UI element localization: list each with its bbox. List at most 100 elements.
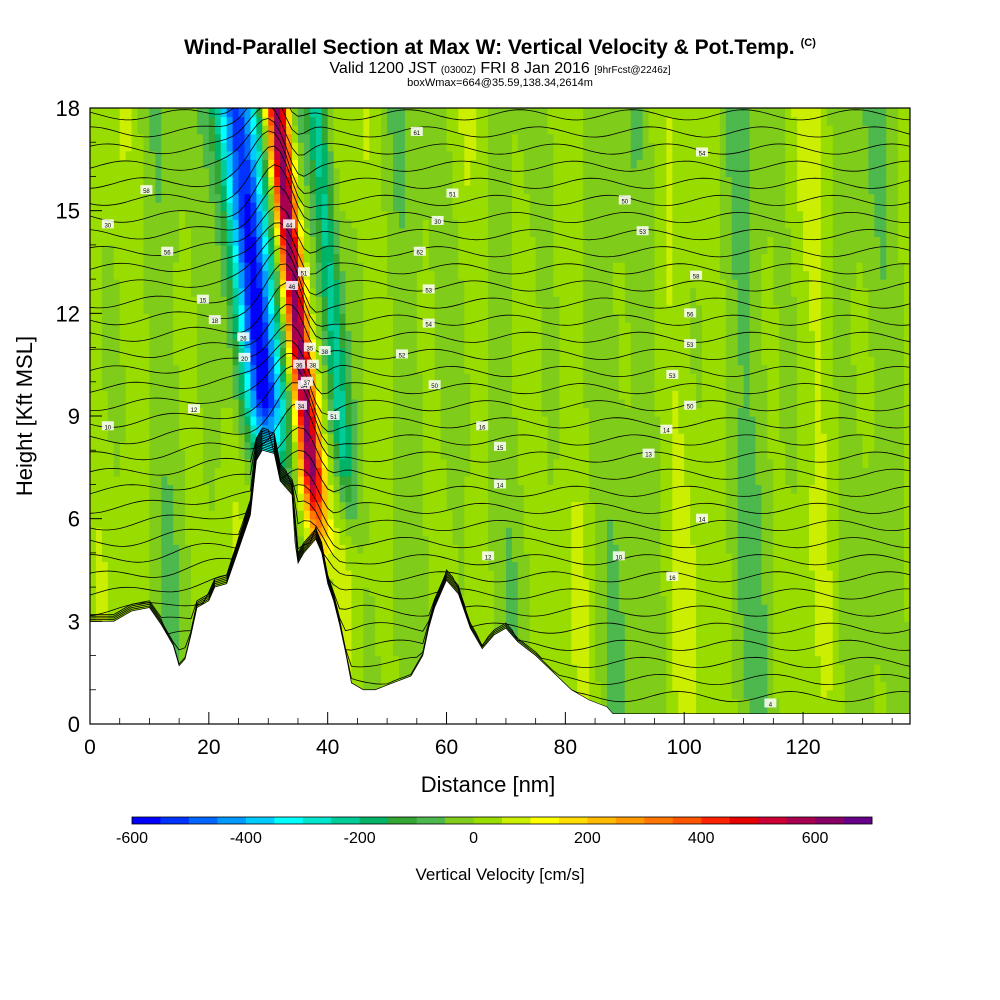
velocity-cell xyxy=(131,296,139,306)
velocity-cell xyxy=(363,458,370,468)
velocity-cell xyxy=(262,150,269,160)
velocity-cell xyxy=(369,253,376,263)
velocity-cell xyxy=(196,321,204,332)
velocity-cell xyxy=(422,167,430,178)
velocity-cell xyxy=(208,373,216,383)
velocity-cell xyxy=(226,544,234,554)
velocity-cell xyxy=(434,561,442,571)
velocity-cell xyxy=(339,176,347,186)
velocity-cell xyxy=(398,364,406,374)
velocity-cell xyxy=(161,595,168,605)
velocity-cell xyxy=(220,458,228,468)
velocity-cell xyxy=(345,510,353,520)
velocity-cell xyxy=(119,535,127,545)
velocity-cell xyxy=(131,475,139,486)
velocity-cell xyxy=(232,441,240,451)
velocity-cell xyxy=(434,125,442,135)
velocity-cell xyxy=(315,236,323,246)
velocity-cell xyxy=(101,193,109,203)
velocity-cell xyxy=(351,561,358,571)
velocity-cell xyxy=(393,629,400,640)
velocity-cell xyxy=(333,475,341,486)
velocity-cell xyxy=(446,484,454,494)
velocity-cell xyxy=(434,185,442,195)
velocity-cell xyxy=(488,595,495,605)
velocity-cell xyxy=(131,398,139,409)
velocity-cell xyxy=(90,193,97,203)
velocity-cell xyxy=(488,604,495,614)
velocity-cell xyxy=(446,570,454,580)
velocity-cell xyxy=(149,501,156,511)
velocity-cell xyxy=(393,612,400,622)
velocity-cell xyxy=(214,570,222,580)
velocity-cell xyxy=(476,450,483,460)
velocity-cell xyxy=(416,279,424,289)
velocity-cell xyxy=(226,262,234,272)
velocity-cell xyxy=(208,159,216,169)
velocity-cell xyxy=(440,253,448,263)
velocity-cell xyxy=(345,116,353,126)
velocity-cell xyxy=(137,604,145,614)
velocity-cell xyxy=(226,364,234,374)
velocity-cell xyxy=(173,296,180,306)
velocity-cell xyxy=(464,193,471,203)
velocity-cell xyxy=(446,236,454,246)
velocity-cell xyxy=(309,416,317,426)
velocity-cell xyxy=(149,390,156,400)
velocity-cell xyxy=(470,185,477,195)
velocity-cell xyxy=(90,535,97,545)
velocity-cell xyxy=(476,167,483,178)
velocity-cell xyxy=(464,356,471,366)
velocity-cell xyxy=(173,467,180,477)
velocity-cell xyxy=(297,253,305,263)
velocity-cell xyxy=(95,441,103,451)
velocity-cell xyxy=(381,484,388,494)
velocity-cell xyxy=(161,313,168,323)
velocity-cell xyxy=(131,364,139,374)
velocity-cell xyxy=(155,398,162,409)
velocity-cell xyxy=(143,433,151,443)
velocity-cell xyxy=(202,150,210,160)
velocity-cell xyxy=(398,167,406,178)
velocity-cell xyxy=(185,108,192,118)
velocity-cell xyxy=(173,578,180,588)
velocity-cell xyxy=(339,535,347,545)
velocity-cell xyxy=(303,484,311,494)
velocity-cell xyxy=(393,527,400,537)
velocity-cell xyxy=(476,493,483,503)
velocity-cell xyxy=(416,356,424,366)
velocity-cell xyxy=(363,493,370,503)
velocity-cell xyxy=(238,424,246,434)
velocity-cell xyxy=(309,373,317,383)
velocity-cell xyxy=(458,493,465,503)
velocity-cell xyxy=(292,142,299,152)
velocity-cell xyxy=(476,527,483,537)
velocity-cell xyxy=(363,244,370,255)
velocity-cell xyxy=(256,339,263,349)
velocity-cell xyxy=(410,287,418,297)
velocity-cell xyxy=(315,167,323,178)
velocity-cell xyxy=(345,433,353,443)
velocity-cell xyxy=(488,398,495,409)
velocity-cell xyxy=(185,390,192,400)
velocity-cell xyxy=(286,176,293,186)
velocity-cell xyxy=(101,304,109,314)
velocity-cell xyxy=(179,398,186,409)
velocity-cell xyxy=(434,202,442,212)
velocity-cell xyxy=(90,159,97,169)
velocity-cell xyxy=(440,433,448,443)
velocity-cell xyxy=(202,501,210,511)
velocity-cell xyxy=(309,116,317,126)
velocity-cell xyxy=(398,159,406,169)
velocity-cell xyxy=(434,475,442,486)
velocity-cell xyxy=(393,108,400,118)
velocity-cell xyxy=(488,202,495,212)
velocity-cell xyxy=(351,647,358,657)
velocity-cell xyxy=(125,150,133,160)
velocity-cell xyxy=(202,193,210,203)
velocity-cell xyxy=(161,527,168,537)
velocity-cell xyxy=(90,236,97,246)
velocity-cell xyxy=(327,416,335,426)
velocity-cell xyxy=(173,219,180,229)
velocity-cell xyxy=(90,313,97,323)
